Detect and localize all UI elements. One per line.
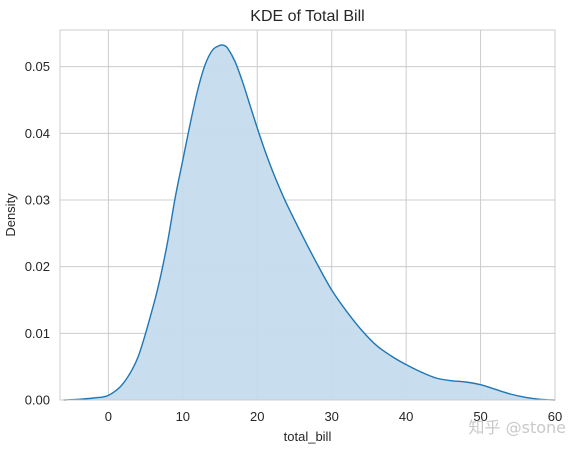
- watermark-text: 知乎 @stone: [469, 418, 566, 437]
- x-tick-label: 20: [250, 409, 264, 424]
- x-tick-label: 50: [473, 409, 487, 424]
- y-tick-label: 0.04: [25, 126, 50, 141]
- y-axis-label: Density: [3, 193, 18, 237]
- plot-frame: [59, 29, 556, 401]
- y-tick-label: 0.00: [25, 393, 50, 408]
- x-tick-label: 10: [176, 409, 190, 424]
- x-tick-label: 0: [105, 409, 112, 424]
- chart-title: KDE of Total Bill: [250, 8, 364, 25]
- y-tick-label: 0.02: [25, 259, 50, 274]
- y-tick-label: 0.01: [25, 326, 50, 341]
- y-tick-labels: 0.00 0.01 0.02 0.03 0.04 0.05: [25, 59, 50, 407]
- x-tick-labels: 0 10 20 30 40 50 60: [105, 409, 562, 424]
- x-axis-label: total_bill: [284, 429, 332, 444]
- y-tick-label: 0.05: [25, 59, 50, 74]
- kde-fill-area: [63, 44, 555, 400]
- x-tick-label: 60: [548, 409, 562, 424]
- y-tick-label: 0.03: [25, 193, 50, 208]
- x-tick-label: 40: [399, 409, 413, 424]
- x-tick-label: 30: [324, 409, 338, 424]
- kde-curve-line: [63, 44, 556, 401]
